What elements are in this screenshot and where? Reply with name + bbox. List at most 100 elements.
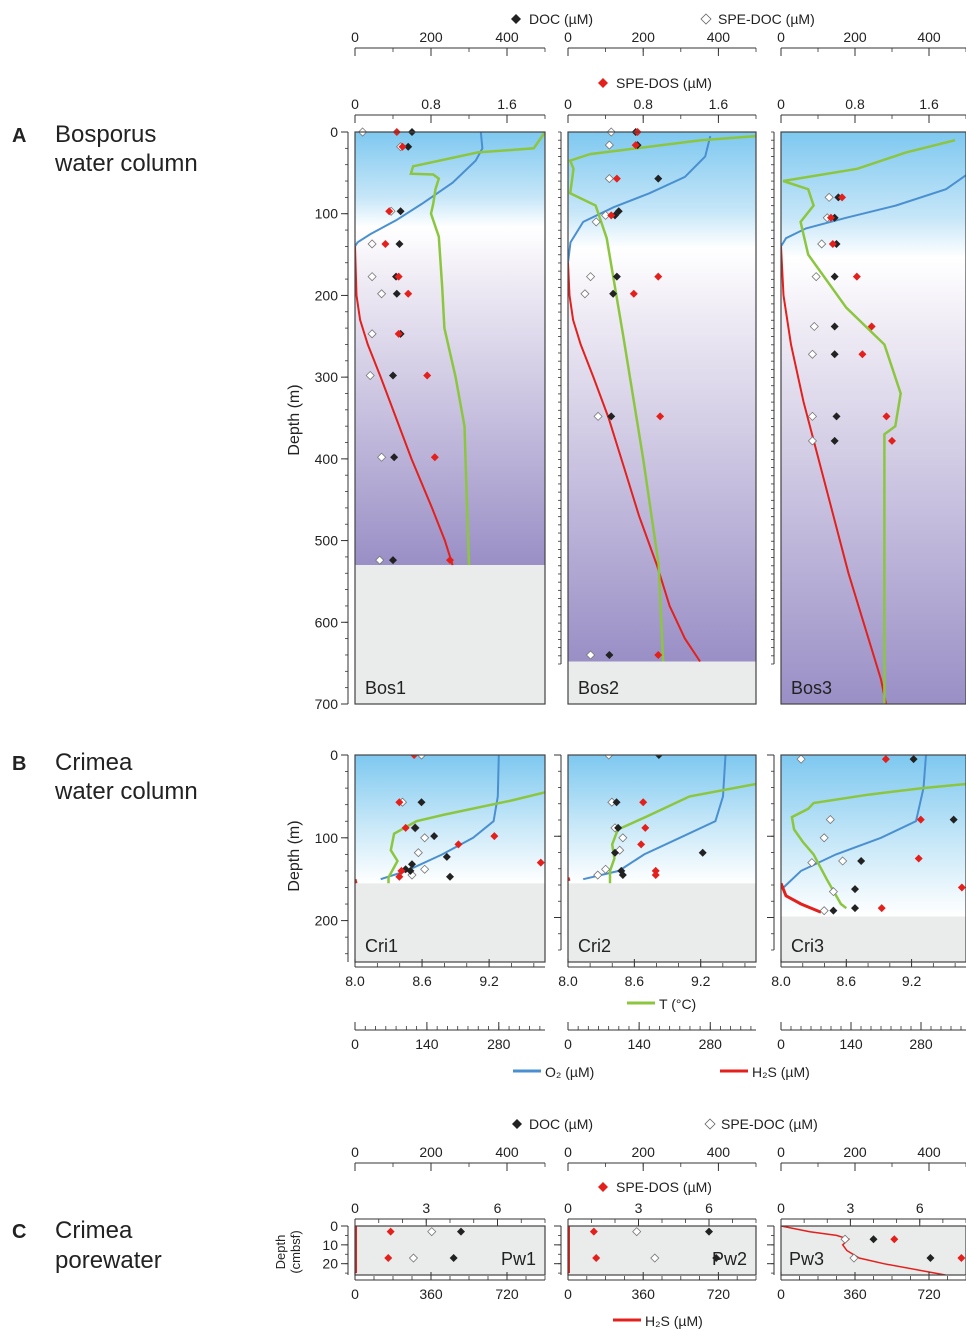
spe-dos-point — [877, 904, 886, 913]
spe-doc-point — [413, 848, 423, 858]
dos-axis-c-2-tick-label: 3 — [635, 1200, 643, 1216]
panel-label: Pw1 — [501, 1249, 536, 1269]
spe-dos-point — [446, 556, 454, 565]
panel-label: Pw2 — [712, 1249, 747, 1269]
spe-doc-point — [601, 210, 611, 220]
dos-axis-a-3-tick-label: 0.8 — [845, 96, 865, 112]
depth-axis-title-c-line1: Depth — [273, 1235, 288, 1270]
spe-dos-point — [612, 174, 621, 183]
spe-doc-point — [819, 833, 829, 843]
doc-point — [609, 289, 618, 298]
legend-c-spe-doc-label: SPE-DOC (µM) — [721, 1116, 818, 1132]
doc-point — [396, 207, 405, 216]
doc-point — [612, 798, 621, 807]
doc-point — [411, 823, 420, 832]
spe-doc-point — [420, 864, 430, 874]
spe-dos-point — [385, 207, 394, 216]
panel-label: Bos1 — [365, 678, 406, 698]
seafloor — [355, 883, 545, 962]
panel-bos3: Bos3 — [780, 131, 966, 705]
doc-axis-a-1: 0 200 400 — [351, 29, 546, 56]
doc-point — [618, 871, 627, 880]
section-a-line1: Bosporus — [55, 121, 156, 148]
spe-dos-point — [386, 1227, 395, 1236]
depth-axis-title-a: Depth (m) — [286, 384, 303, 455]
doc-axis-a-1-tick-label: 200 — [419, 29, 443, 45]
h2s-axis-c-3: 0 360 720 — [777, 1272, 966, 1302]
legend-c-h2s-label: H₂S (µM) — [645, 1313, 703, 1329]
depth-axis-a-tick-label: 300 — [315, 369, 339, 385]
doc-axis-c-3-tick-label: 400 — [917, 1144, 941, 1160]
panel-label: Cri3 — [791, 936, 824, 956]
panel-label: Pw3 — [789, 1249, 824, 1269]
profile-lines — [355, 132, 545, 566]
doc-point — [607, 412, 616, 421]
spe-doc-point — [819, 906, 829, 916]
seafloor — [568, 883, 756, 962]
legend-doc-label: DOC (µM) — [529, 11, 593, 27]
h2s-profile — [781, 1226, 946, 1275]
spe-doc-point — [585, 650, 596, 660]
doc-point — [712, 1254, 721, 1263]
legend-temp-label: T (°C) — [659, 996, 696, 1012]
doc-point — [442, 852, 451, 861]
sediment-bg — [781, 1226, 966, 1275]
temp-axis-3-tick-label: 9.2 — [902, 973, 922, 989]
doc-axis-c-3-tick-label: 0 — [777, 1144, 785, 1160]
doc-point — [611, 848, 619, 857]
doc-point — [857, 856, 866, 865]
depth-axis-title-b: Depth (m) — [286, 820, 303, 891]
section-c-line1: Crimea — [55, 1217, 133, 1244]
h2s-profile — [568, 262, 701, 663]
spe-dos-point — [410, 755, 419, 759]
water-column-bg — [355, 755, 545, 884]
legend-top: DOC (µM) SPE-DOC (µM) SPE-DOS (µM) — [511, 11, 815, 91]
h2s-axis-c-3-tick-label: 360 — [843, 1286, 867, 1302]
seafloor — [781, 916, 966, 962]
depth-ticks-cri2 — [554, 754, 562, 951]
depth-ticks-cri3 — [767, 754, 775, 951]
spe-dos-point — [957, 883, 966, 892]
legend-h2s-label: H₂S (µM) — [752, 1064, 810, 1080]
legend-doc-marker — [511, 14, 521, 24]
spe-doc-point — [650, 1253, 660, 1263]
spe-dos-point — [888, 436, 896, 445]
temp-axis-3-tick-label: 8.6 — [837, 973, 857, 989]
h2s-profile — [781, 246, 887, 704]
spe-dos-point — [882, 412, 891, 421]
depth-axis-c-tick-label: 0 — [330, 1218, 338, 1234]
doc-point — [404, 142, 413, 151]
spe-dos-point — [423, 371, 432, 380]
spe-dos-point — [914, 854, 923, 863]
doc-point — [654, 755, 663, 759]
depth-axis-a-tick-label: 700 — [315, 696, 339, 712]
o2-axis-2-tick-label: 0 — [564, 1036, 572, 1052]
dos-axis-c-3: 0 3 6 — [777, 1200, 966, 1227]
legend-c-doc-marker — [512, 1119, 522, 1129]
doc-point — [614, 823, 623, 832]
dos-axis-a-1-tick-label: 0 — [351, 96, 359, 112]
spe-doc-point — [840, 1234, 850, 1244]
spe-doc-point — [807, 436, 818, 446]
panel-frame — [354, 131, 546, 705]
depth-axis-a-tick-label: 500 — [315, 533, 339, 549]
spe-doc-point — [420, 833, 430, 843]
depth-axis-c: 0 10 20 — [322, 1218, 349, 1275]
o2-axis-2-tick-label: 140 — [627, 1036, 651, 1052]
doc-axis-c-1-tick-label: 0 — [351, 1144, 359, 1160]
spe-dos-point — [637, 840, 646, 849]
dos-axis-c-1: 0 3 6 — [351, 1200, 546, 1227]
doc-axis-c-3: 0 200 400 — [777, 1144, 966, 1171]
spe-doc-point — [807, 349, 818, 359]
spe-dos-point — [641, 823, 650, 832]
spe-dos-point — [401, 823, 410, 832]
doc-point — [705, 1227, 713, 1236]
temp-profile — [568, 134, 756, 662]
legend-c-spe-dos-marker — [598, 1182, 608, 1192]
h2s-axis-c-3-tick-label: 0 — [777, 1286, 785, 1302]
spe-dos-point — [589, 1227, 598, 1236]
doc-axis-a-3-tick-label: 200 — [843, 29, 867, 45]
spe-doc-point — [365, 370, 375, 381]
section-b-title: B Crimea water column — [12, 749, 198, 805]
